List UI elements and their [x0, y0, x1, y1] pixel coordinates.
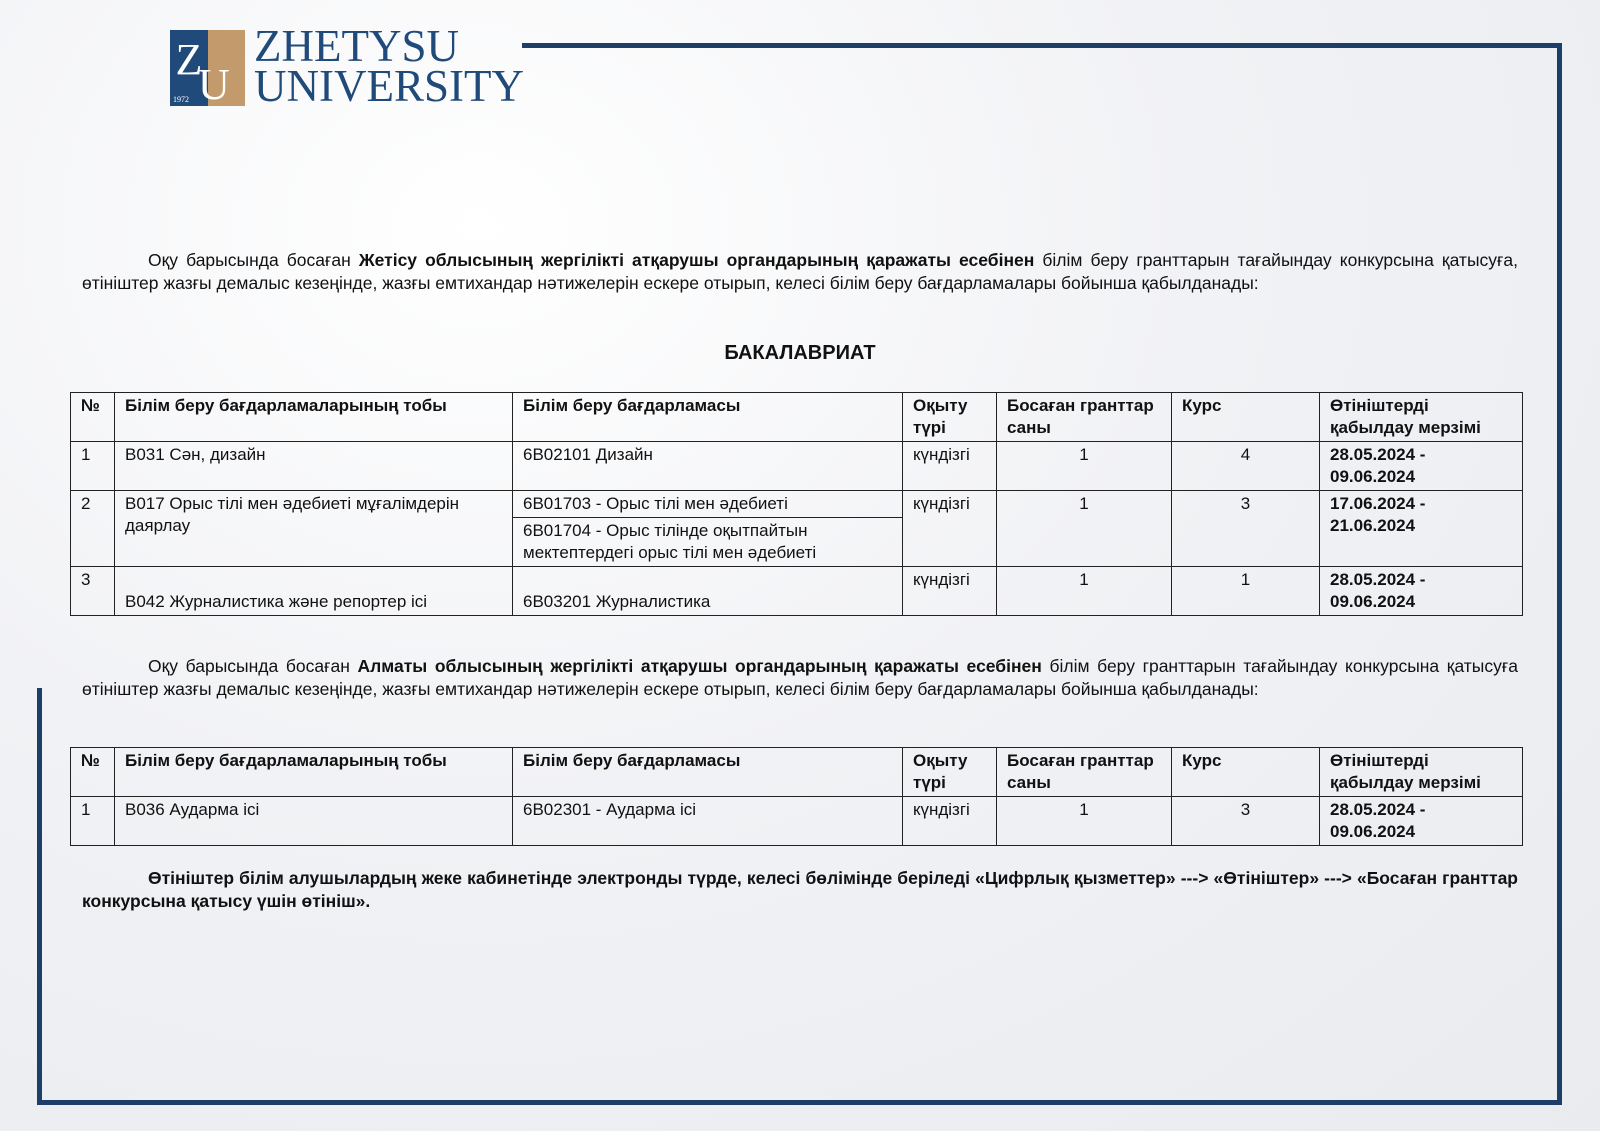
- cell-form: күндізгі: [902, 441, 997, 491]
- header-program: Білім беру бағдарламасы: [512, 392, 903, 442]
- cell-group: B031 Сән, дизайн: [114, 441, 513, 491]
- header-period: Өтініштерді қабылдау мерзімі: [1319, 392, 1523, 442]
- table-header-row: № Білім беру бағдарламаларының тобы Білі…: [70, 747, 1523, 797]
- table-row: 3 B042 Журналистика және репортер ісі 6B…: [70, 566, 1523, 616]
- cell-grants: 1: [996, 796, 1172, 846]
- table-header-row: № Білім беру бағдарламаларының тобы Білі…: [70, 392, 1523, 442]
- text-bold: Жетісу облысының жергілікті атқарушы орг…: [358, 250, 1035, 270]
- university-logo: Z 1972 U ZHETYSU UNIVERSITY: [170, 24, 524, 109]
- cell-no: 1: [70, 441, 115, 491]
- cell-form: күндізгі: [902, 490, 997, 567]
- cell-no: 1: [70, 796, 115, 846]
- cell-period: 28.05.2024 - 09.06.2024: [1319, 566, 1523, 616]
- frame-top-line: [522, 43, 1562, 48]
- cell-period: 28.05.2024 - 09.06.2024: [1319, 796, 1523, 846]
- text-bold: Алматы облысының жергілікті атқарушы орг…: [357, 656, 1042, 676]
- header-no: №: [70, 392, 115, 442]
- cell-program: 6B03201 Журналистика: [512, 566, 903, 616]
- application-note: Өтініштер білім алушылардың жеке кабинет…: [82, 868, 1518, 911]
- program-item: 6B01704 - Орыс тілінде оқытпайтын мектеп…: [523, 521, 817, 562]
- logo-year: 1972: [173, 95, 189, 104]
- header-program: Білім беру бағдарламасы: [512, 747, 903, 797]
- logo-line2: UNIVERSITY: [254, 61, 524, 111]
- cell-course: 3: [1171, 490, 1320, 567]
- cell-no: 3: [70, 566, 115, 616]
- intro-paragraph-almaty: Оқу барысында босаған Алматы облысының ж…: [82, 655, 1518, 701]
- cell-grants: 1: [996, 490, 1172, 567]
- intro-paragraph-zhetysu: Оқу барысында босаған Жетісу облысының ж…: [82, 249, 1518, 295]
- cell-grants: 1: [996, 566, 1172, 616]
- cell-group: B042 Журналистика және репортер ісі: [114, 566, 513, 616]
- text: білім беру гранттарын тағайындау конкурс…: [82, 250, 1518, 293]
- cell-period: 28.05.2024 - 09.06.2024: [1319, 441, 1523, 491]
- cell-form: күндізгі: [902, 566, 997, 616]
- frame-bottom-line: [37, 1100, 1562, 1105]
- header-group: Білім беру бағдарламаларының тобы: [114, 392, 513, 442]
- cell-group: B036 Аударма ісі: [114, 796, 513, 846]
- cell-program: 6B02101 Дизайн: [512, 441, 903, 491]
- cell-course: 4: [1171, 441, 1320, 491]
- table-row: 1 B036 Аударма ісі 6B02301 - Аударма ісі…: [70, 796, 1523, 846]
- logo-u-block: U: [198, 30, 245, 109]
- header-grants: Босаған гранттар саны: [996, 392, 1172, 442]
- cell-no: 2: [70, 490, 115, 567]
- cell-period: 17.06.2024 - 21.06.2024: [1319, 490, 1523, 567]
- header-group: Білім беру бағдарламаларының тобы: [114, 747, 513, 797]
- bachelor-table-zhetysu: № Білім беру бағдарламаларының тобы Білі…: [70, 392, 1523, 616]
- cell-course: 3: [1171, 796, 1320, 846]
- section-title: БАКАЛАВРИАТ: [724, 342, 876, 364]
- logo-line1: ZHETYSU: [254, 21, 459, 71]
- table-row: 1 B031 Сән, дизайн 6B02101 Дизайн күндіз…: [70, 441, 1523, 491]
- header-form: Оқыту түрі: [902, 392, 997, 442]
- cell-grants: 1: [996, 441, 1172, 491]
- header-period: Өтініштерді қабылдау мерзімі: [1319, 747, 1523, 797]
- logo-letter-z: Z: [175, 35, 203, 84]
- header-no: №: [70, 747, 115, 797]
- logo-letter-u: U: [198, 60, 230, 109]
- bachelor-table-almaty: № Білім беру бағдарламаларының тобы Білі…: [70, 747, 1523, 846]
- header-grants: Босаған гранттар саны: [996, 747, 1172, 797]
- header-form: Оқыту түрі: [902, 747, 997, 797]
- header-course: Курс: [1171, 392, 1320, 442]
- text: білім беру гранттарын тағайындау конкурс…: [82, 656, 1518, 699]
- cell-program: 6B01703 - Орыс тілі мен әдебиеті 6B01704…: [512, 490, 903, 567]
- header-course: Курс: [1171, 747, 1320, 797]
- cell-group: B017 Орыс тілі мен әдебиеті мұғалімдерін…: [114, 490, 513, 567]
- program-item: 6B01703 - Орыс тілі мен әдебиеті: [513, 491, 902, 518]
- text: Оқу барысында босаған: [148, 250, 359, 270]
- cell-form: күндізгі: [902, 796, 997, 846]
- logo-name: ZHETYSU UNIVERSITY: [254, 21, 524, 111]
- table-row: 2 B017 Орыс тілі мен әдебиеті мұғалімдер…: [70, 490, 1523, 567]
- logo-z-block: Z 1972: [170, 30, 208, 106]
- text: Оқу барысында босаған: [148, 656, 358, 676]
- cell-program: 6B02301 - Аударма ісі: [512, 796, 903, 846]
- frame-right-line: [1557, 43, 1562, 1105]
- cell-course: 1: [1171, 566, 1320, 616]
- frame-left-line: [37, 688, 42, 1105]
